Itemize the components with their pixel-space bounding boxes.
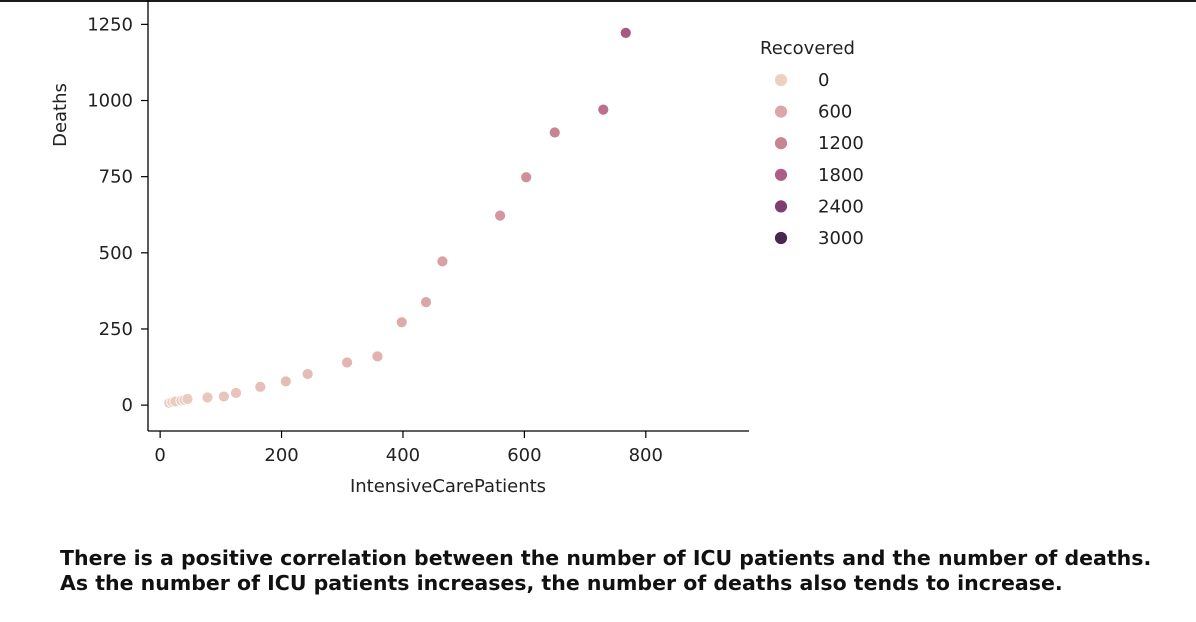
legend-marker [774, 231, 788, 245]
data-point [341, 356, 354, 369]
data-points [163, 26, 632, 409]
data-point [420, 296, 432, 309]
y-axis-label: Deaths [50, 83, 71, 147]
legend-marker [774, 199, 788, 214]
data-point [619, 26, 632, 39]
legend-marker [774, 136, 788, 151]
x-tick-label: 200 [264, 445, 298, 466]
caption-text: There is a positive correlation between … [60, 546, 1152, 595]
y-tick-label: 1000 [87, 91, 133, 112]
top-border [0, 0, 1196, 2]
axes [147, 0, 749, 432]
x-tick-label: 0 [154, 445, 165, 466]
legend-marker [774, 104, 788, 119]
legend-label: 1200 [818, 133, 864, 154]
legend: Recovered 0 600 1200 1800 2400 3000 [760, 38, 864, 249]
legend-label: 1800 [818, 165, 864, 186]
y-tick-label: 1250 [87, 14, 133, 35]
data-point [520, 171, 533, 184]
data-point [254, 380, 267, 393]
data-point [597, 103, 610, 116]
data-point [395, 316, 408, 329]
x-tick-label: 400 [386, 445, 420, 466]
data-point [548, 126, 561, 139]
data-point [217, 390, 230, 403]
data-point [230, 387, 242, 399]
x-axis-label: IntensiveCarePatients [350, 476, 546, 497]
legend-label: 2400 [818, 196, 864, 217]
y-tick-label: 750 [99, 167, 133, 188]
legend-label: 600 [818, 102, 852, 123]
y-tick-label: 0 [122, 395, 133, 416]
data-point [181, 393, 194, 405]
data-point [371, 350, 384, 363]
data-point [436, 255, 449, 268]
scatter-chart: 0 200 400 600 800 0 250 500 750 1000 1250 Intensiv… [50, 0, 864, 497]
data-point [301, 368, 314, 380]
legend-label: 3000 [818, 228, 864, 249]
legend-label: 0 [818, 70, 829, 91]
x-tick-label: 800 [629, 445, 663, 466]
legend-title: Recovered [760, 38, 855, 59]
data-point [494, 209, 507, 222]
data-point [279, 375, 292, 388]
legend-marker [774, 73, 788, 87]
legend-marker [774, 167, 788, 182]
y-tick-label: 500 [99, 243, 133, 264]
x-tick-label: 600 [507, 445, 541, 466]
data-point [201, 391, 214, 404]
y-tick-label: 250 [99, 319, 133, 340]
ticks: 0 200 400 600 800 0 250 500 750 1000 1250 [87, 14, 663, 466]
